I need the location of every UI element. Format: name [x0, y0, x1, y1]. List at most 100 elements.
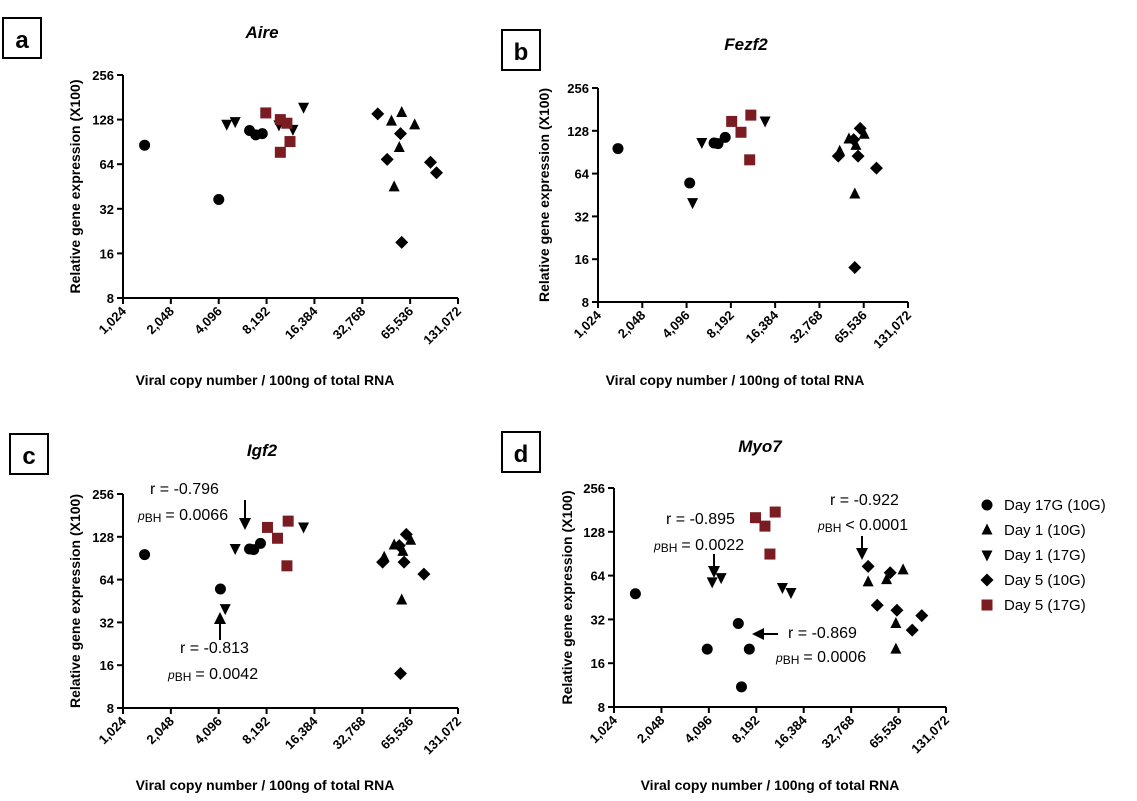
data-point — [712, 138, 724, 150]
x-axis-title: Viral copy number / 100ng of total RNA — [606, 372, 865, 388]
panel-a: a Aire 8 16 32 64 128 256 1,024 2,048 4,096 8,192… — [2, 17, 464, 388]
data-point — [423, 155, 437, 169]
y-tick-label: 8 — [598, 700, 605, 715]
chart-title-c: Igf2 — [247, 441, 278, 460]
data-point — [785, 587, 797, 599]
panel-letter-box-a — [2, 17, 42, 59]
x-tick-label: 32,768 — [819, 713, 858, 752]
data-point — [256, 128, 268, 140]
data-point — [284, 136, 296, 148]
x-tick-label: 32,768 — [330, 304, 369, 343]
data-point — [744, 154, 756, 166]
y-tick-label: 128 — [567, 124, 589, 139]
arrow-head — [239, 518, 251, 530]
y-tick-label: 256 — [583, 481, 605, 496]
x-tick-label: 65,536 — [378, 714, 417, 753]
data-point — [139, 549, 151, 561]
data-point — [750, 512, 762, 524]
x-axis-title: Viral copy number / 100ng of total RNA — [136, 372, 395, 388]
series-day-17g-10g — [139, 125, 268, 205]
x-tick-label: 1,024 — [96, 713, 130, 747]
y-tick-label: 256 — [92, 487, 114, 502]
y-tick-label: 64 — [575, 167, 590, 182]
data-point — [254, 537, 266, 549]
data-point — [696, 137, 708, 149]
annotation-r: r = -0.895 — [666, 511, 735, 528]
y-tick-label: 16 — [100, 658, 114, 673]
data-point — [282, 515, 294, 527]
chart-title-a: Aire — [244, 23, 278, 42]
annotation-pbh: = 0.0042 — [195, 666, 258, 683]
data-point — [759, 520, 771, 532]
y-tick-label: 16 — [100, 246, 114, 261]
data-point — [890, 603, 904, 617]
data-point — [394, 127, 408, 141]
data-point — [274, 146, 286, 158]
data-point — [281, 560, 293, 572]
data-point — [397, 544, 409, 556]
svg-text:pBH= 0.0022: pBH = 0.0022 — [653, 537, 744, 555]
y-tick-label: 128 — [583, 525, 605, 540]
svg-text:pBH< 0.0001: pBH < 0.0001 — [817, 517, 908, 535]
legend-marker — [981, 499, 993, 511]
y-tick-label: 16 — [575, 252, 589, 267]
data-point — [759, 116, 771, 128]
data-point — [298, 522, 310, 534]
series-day-17g-10g — [629, 588, 755, 693]
data-point — [272, 532, 284, 544]
x-tick-label: 16,384 — [282, 303, 321, 342]
x-tick-label: 65,536 — [866, 713, 905, 752]
series-day-5-10g — [371, 107, 444, 249]
panel-letter-a: a — [15, 27, 29, 54]
svg-text:r = -0.813: r = -0.813 — [180, 640, 249, 657]
svg-text:pBH= 0.0042: pBH = 0.0042 — [167, 666, 258, 684]
data-point — [861, 559, 875, 573]
data-point — [430, 166, 444, 180]
x-tick-label: 2,048 — [615, 308, 649, 342]
panel-b: b Fezf2 8 16 32 64 128 256 1,024 2,048 4,096 8,19… — [501, 29, 914, 388]
annotation-r: r = -0.796 — [150, 481, 219, 498]
data-point — [701, 643, 713, 655]
data-point — [847, 133, 861, 147]
legend-marker — [981, 599, 993, 611]
series-day-5-17g — [260, 107, 296, 158]
pbh-sub: BH — [661, 541, 678, 555]
series-day-5-10g — [376, 527, 431, 680]
data-point — [396, 593, 408, 605]
pbh-p: p — [653, 539, 661, 553]
data-point — [376, 555, 390, 569]
legend-item: Day 1 (17G) — [981, 547, 1086, 564]
y-tick-label: 256 — [92, 68, 114, 83]
legend-label: Day 5 (17G) — [1004, 597, 1086, 614]
series-day-1-17g — [219, 522, 310, 616]
panel-letter-box-c — [9, 433, 49, 475]
y-tick-label: 32 — [591, 612, 605, 627]
x-tick-label: 4,096 — [191, 714, 225, 748]
panel-d: d Myo7 8 16 32 64 128 256 1,024 2,048 4,096 8,192… — [501, 431, 952, 793]
annotation-d-1: r = -0.895 pBH = 0.0022 — [653, 511, 744, 578]
data-point — [732, 617, 744, 629]
data-point — [393, 140, 405, 152]
arrow-head — [752, 628, 764, 640]
y-tick-label: 256 — [567, 81, 589, 96]
svg-text:pBH= 0.0066: pBH = 0.0066 — [137, 507, 228, 525]
data-point — [881, 573, 893, 585]
data-point — [706, 577, 718, 589]
data-point — [612, 143, 624, 155]
legend-marker — [981, 523, 993, 535]
x-tick-label: 131,072 — [870, 308, 914, 352]
x-tick-label: 2,048 — [143, 714, 177, 748]
data-point — [849, 187, 861, 199]
data-point — [883, 566, 897, 580]
data-point — [905, 623, 919, 637]
plot-b: 8 16 32 64 128 256 1,024 2,048 4,096 8,192 16,384 3… — [536, 81, 914, 388]
legend: Day 17G (10G) Day 1 (10G) Day 1 (17G) Day 5… — [980, 497, 1106, 614]
data-point — [687, 198, 699, 210]
data-point — [745, 109, 757, 121]
legend-item: Day 1 (10G) — [981, 522, 1086, 539]
x-tick-label: 131,072 — [908, 713, 952, 757]
x-tick-label: 2,048 — [143, 304, 177, 338]
data-point — [281, 117, 293, 129]
pbh-p: p — [167, 668, 175, 682]
